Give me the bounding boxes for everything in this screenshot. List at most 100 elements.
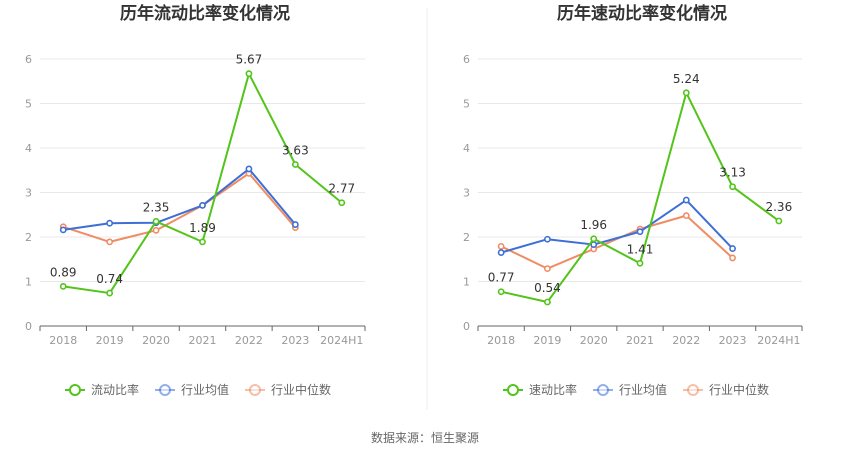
current-ratio-chart: 历年流动比率变化情况 0 1 2 3 4 5 6 2018 2019 2020 2021 2022 202… — [25, 3, 366, 397]
y-tick-label: 6 — [25, 53, 32, 66]
legend-swatch-marker — [249, 384, 261, 396]
quick-ratio-chart: 历年速动比率变化情况 0 1 2 3 4 5 6 2018 2019 2020 2021 2022 202… — [463, 3, 803, 397]
data-point — [729, 245, 736, 252]
legend-label: 行业均值 — [619, 382, 667, 397]
data-point — [59, 226, 67, 234]
data-point — [497, 288, 505, 296]
legend-item: 行业均值 — [155, 382, 229, 397]
x-tick-label: 2024H1 — [320, 334, 363, 347]
data-label: 5.24 — [673, 72, 700, 86]
y-tick-label: 3 — [25, 187, 32, 200]
data-point — [590, 235, 598, 243]
data-point — [729, 183, 736, 191]
legend-label: 速动比率 — [529, 382, 577, 397]
x-tick-label: 2024H1 — [757, 334, 800, 347]
data-point — [544, 298, 551, 306]
data-point — [636, 228, 644, 236]
data-point — [152, 218, 160, 225]
legend-swatch-marker — [507, 384, 519, 396]
legend-swatch-marker — [69, 384, 81, 396]
x-tick-label: 2020 — [580, 334, 608, 347]
data-label: 1.89 — [189, 221, 216, 235]
data-point — [729, 254, 736, 262]
legend-label: 行业均值 — [181, 382, 229, 397]
data-label: 3.13 — [719, 166, 746, 180]
legend-label: 流动比率 — [91, 382, 139, 397]
data-label: 5.67 — [236, 53, 263, 67]
legend-item: 速动比率 — [503, 382, 577, 397]
data-point — [636, 259, 644, 267]
data-label: 0.74 — [96, 272, 123, 286]
data-point — [497, 249, 505, 256]
source-note: 数据来源：恒生聚源 — [371, 430, 479, 445]
series-line — [62, 172, 297, 243]
data-point — [106, 219, 114, 227]
y-tick-label: 5 — [463, 98, 470, 111]
data-label: 0.54 — [534, 281, 561, 295]
x-tick-label: 2019 — [533, 334, 561, 347]
data-label: 0.89 — [50, 265, 77, 279]
y-tick-label: 0 — [463, 320, 470, 333]
x-tick-label: 2019 — [96, 334, 124, 347]
y-tick-label: 2 — [463, 231, 470, 244]
series-line — [63, 72, 343, 295]
y-tick-label: 3 — [463, 187, 470, 200]
x-tick-label: 2018 — [49, 334, 77, 347]
x-tick-label: 2018 — [487, 334, 515, 347]
data-point — [682, 89, 690, 97]
legend-swatch-marker — [159, 384, 171, 396]
legend-label: 行业中位数 — [709, 382, 769, 397]
chart-title: 历年流动比率变化情况 — [120, 3, 290, 24]
data-label: 2.35 — [143, 200, 170, 214]
x-tick-label: 2021 — [189, 334, 217, 347]
data-label: 2.77 — [328, 182, 355, 196]
data-point — [59, 282, 67, 290]
data-point — [544, 235, 551, 243]
data-point — [497, 242, 505, 250]
data-point — [682, 212, 690, 220]
data-label: 1.96 — [580, 218, 607, 232]
x-tick-label: 2022 — [235, 334, 263, 347]
legend-label: 行业中位数 — [271, 382, 331, 397]
y-tick-label: 2 — [25, 231, 32, 244]
legend-item: 行业中位数 — [683, 382, 769, 397]
data-point — [245, 165, 253, 173]
data-point — [682, 196, 690, 204]
y-tick-label: 5 — [25, 98, 32, 111]
legend-swatch-marker — [687, 384, 699, 396]
y-tick-label: 1 — [463, 276, 470, 289]
data-point — [775, 217, 783, 225]
data-point — [338, 199, 346, 207]
data-label: 2.36 — [765, 200, 792, 214]
x-tick-label: 2022 — [672, 334, 700, 347]
series-line — [500, 91, 780, 303]
y-tick-label: 6 — [463, 53, 470, 66]
data-point — [106, 289, 114, 297]
legend-item: 行业均值 — [593, 382, 667, 397]
legend-item: 流动比率 — [65, 382, 139, 397]
data-point — [544, 265, 551, 272]
y-tick-label: 4 — [463, 142, 470, 155]
x-tick-label: 2021 — [626, 334, 654, 347]
series-line — [500, 199, 734, 254]
data-point — [199, 202, 206, 209]
data-label: 1.41 — [627, 242, 654, 256]
legend-item: 行业中位数 — [245, 382, 331, 397]
data-point — [291, 161, 299, 168]
data-label: 3.63 — [282, 143, 309, 157]
series-line — [63, 167, 297, 231]
y-tick-label: 0 — [25, 320, 32, 333]
x-tick-label: 2023 — [281, 334, 309, 347]
x-tick-label: 2023 — [719, 334, 747, 347]
chart-title: 历年速动比率变化情况 — [557, 3, 727, 24]
x-tick-label: 2020 — [142, 334, 170, 347]
data-point — [245, 70, 253, 78]
y-tick-label: 4 — [25, 142, 32, 155]
legend-swatch-marker — [597, 384, 609, 396]
y-tick-label: 1 — [25, 276, 32, 289]
data-point — [199, 238, 206, 246]
data-point — [291, 221, 299, 228]
data-label: 0.77 — [488, 271, 515, 285]
data-point — [152, 226, 160, 234]
